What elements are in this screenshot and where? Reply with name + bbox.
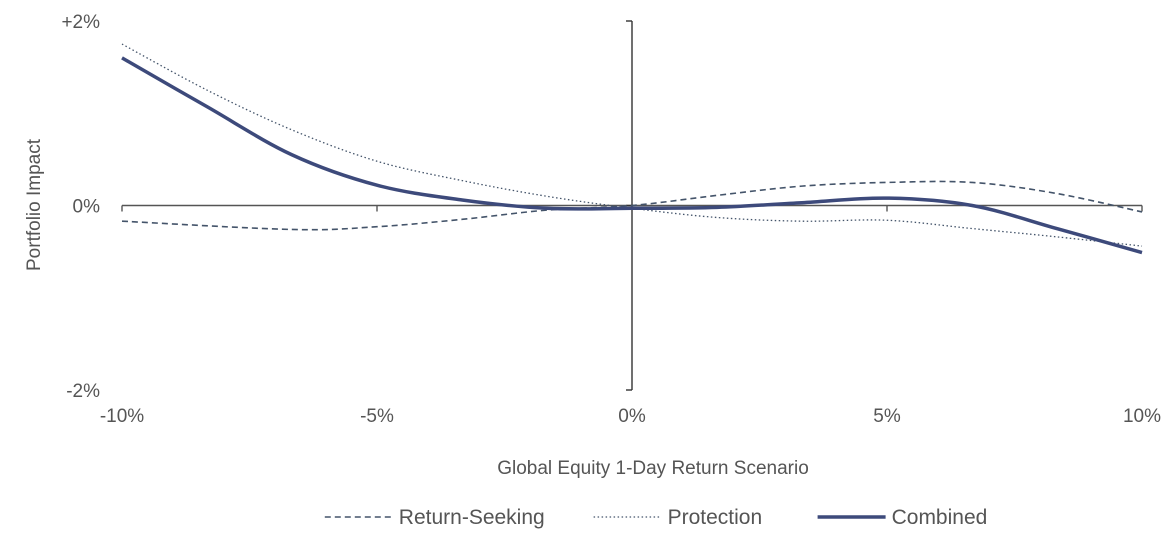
y-tick-label: 0% — [73, 197, 101, 218]
x-tick-label: 5% — [873, 406, 901, 427]
y-ticks: +2% 0% -2% — [61, 12, 632, 402]
series-line-combined — [121, 56, 1143, 255]
legend-item: Return-Seeking — [324, 506, 545, 529]
x-tick-label: 0% — [618, 406, 646, 427]
y-tick-label: +2% — [61, 12, 100, 33]
y-tick-label: -2% — [66, 381, 100, 402]
x-tick-label: -5% — [360, 406, 394, 427]
y-axis-title: Portfolio Impact — [24, 138, 45, 271]
legend-item: Combined — [817, 506, 988, 529]
series-lines — [121, 43, 1143, 255]
x-ticks: -10% -5% 0% 5% 10% — [100, 205, 1161, 427]
x-tick-label: -10% — [100, 406, 144, 427]
legend-label: Protection — [668, 506, 763, 529]
legend-label: Combined — [892, 506, 988, 529]
x-axis-title: Global Equity 1-Day Return Scenario — [497, 458, 809, 479]
legend-item: Protection — [593, 506, 763, 529]
legend: Return-Seeking Protection Combined — [324, 506, 988, 529]
series-line-return-seeking — [121, 180, 1143, 231]
x-tick-label: 10% — [1123, 406, 1161, 427]
legend-label: Return-Seeking — [399, 506, 545, 529]
